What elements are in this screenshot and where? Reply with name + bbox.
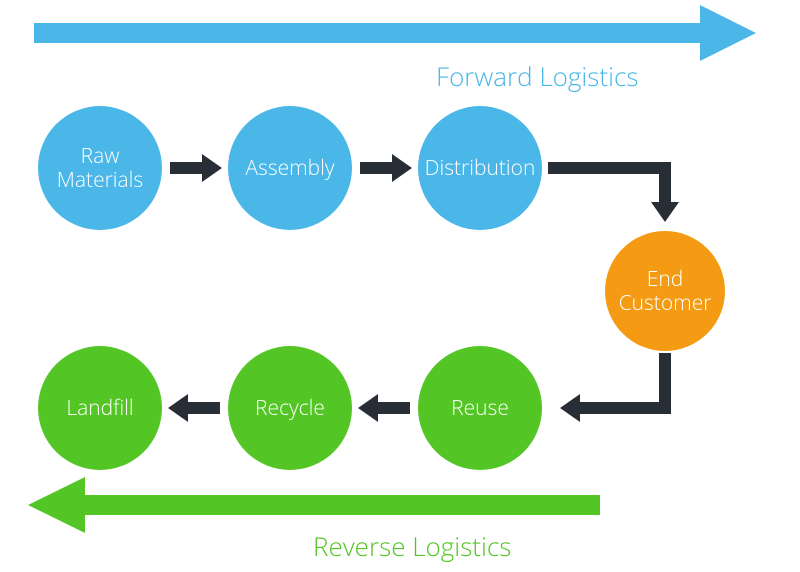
logistics-diagram: RawMaterials Assembly Distribution EndCu… (0, 0, 800, 572)
node-reuse: Reuse (418, 346, 542, 470)
node-label: RawMaterials (57, 144, 143, 192)
node-label: Distribution (425, 156, 536, 180)
node-raw-materials: RawMaterials (38, 106, 162, 230)
node-recycle: Recycle (228, 346, 352, 470)
node-label: Recycle (255, 396, 325, 420)
node-label: Assembly (245, 156, 334, 180)
reverse-logistics-label: Reverse Logistics (313, 528, 511, 564)
node-label: EndCustomer (619, 267, 712, 315)
node-landfill: Landfill (38, 346, 162, 470)
node-label: Reuse (451, 396, 509, 420)
node-label: Landfill (66, 396, 133, 420)
node-assembly: Assembly (228, 106, 352, 230)
forward-logistics-label: Forward Logistics (436, 58, 638, 94)
node-distribution: Distribution (418, 106, 542, 230)
node-end-customer: EndCustomer (605, 231, 725, 351)
